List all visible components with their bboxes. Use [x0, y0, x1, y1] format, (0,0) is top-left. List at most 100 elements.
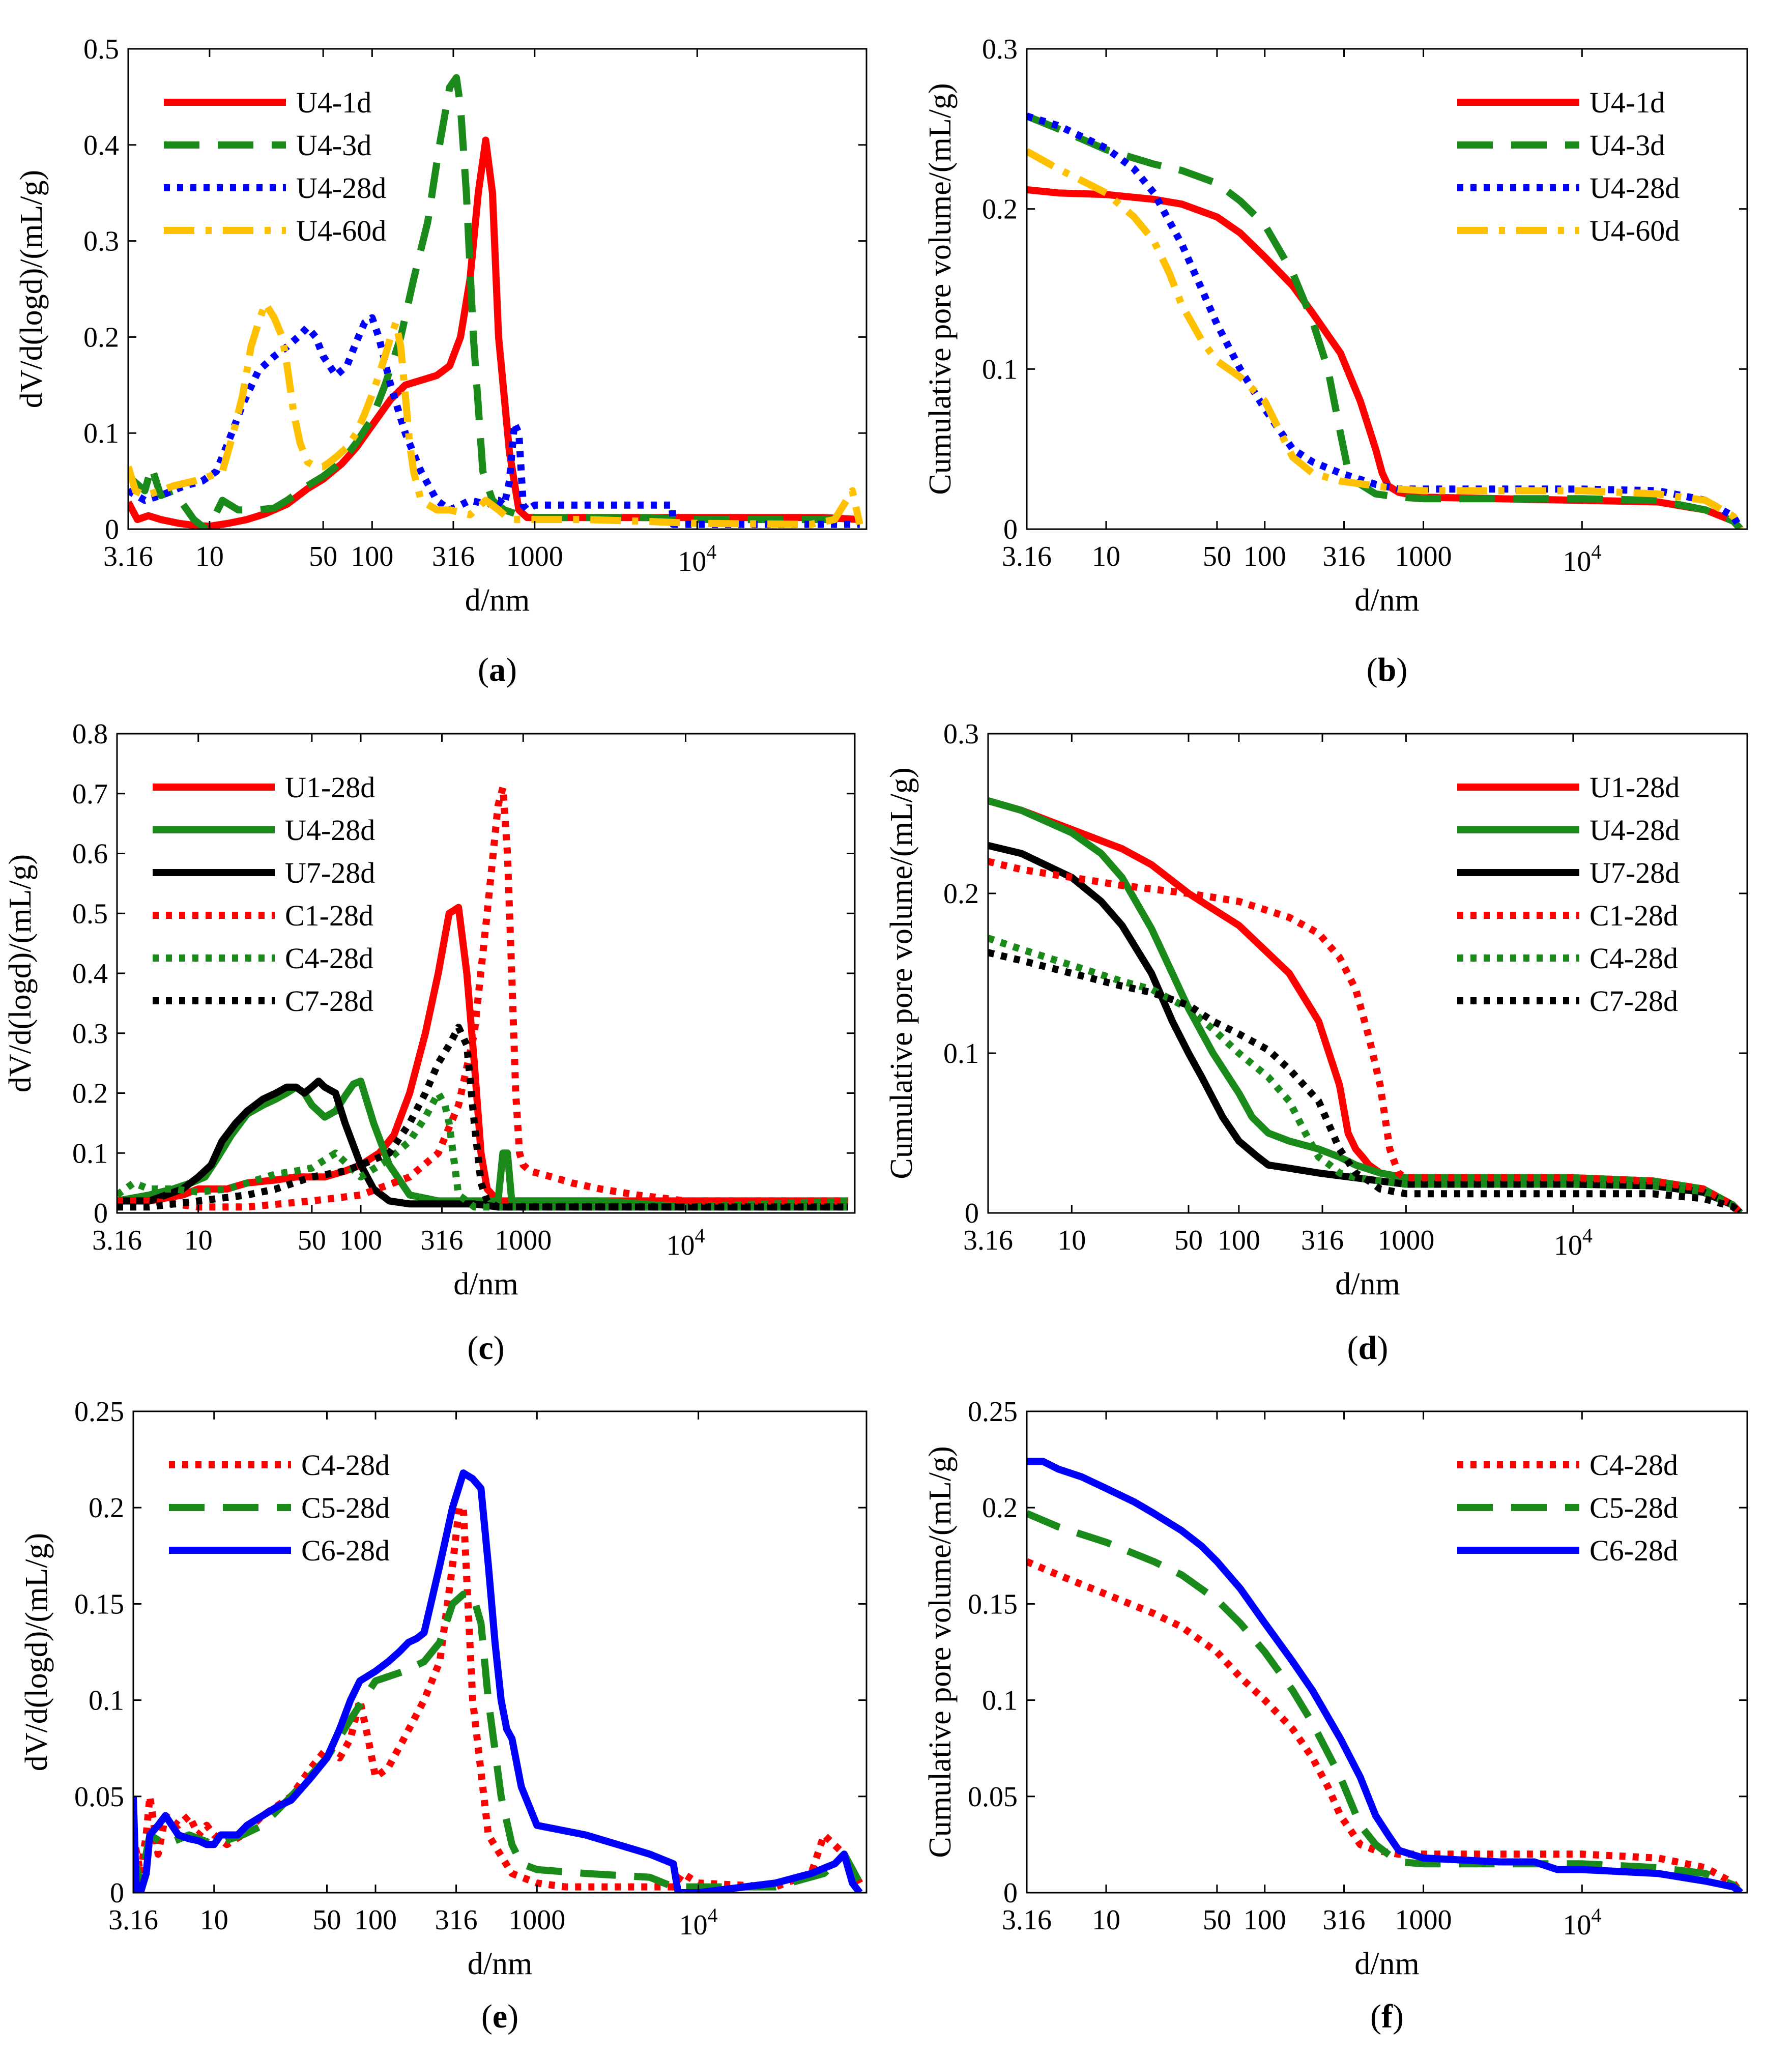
y-tick-label: 0.3	[982, 34, 1018, 65]
y-tick-label: 0	[105, 514, 119, 545]
series-line-U4-3d	[128, 74, 860, 529]
x-tick-label: 104	[679, 1904, 718, 1941]
x-tick-label: 100	[1244, 1904, 1286, 1936]
y-tick-label: 0.3	[83, 226, 119, 257]
x-tick-label: 10	[195, 541, 224, 572]
legend-label: C4-28d	[301, 1449, 390, 1482]
x-tick-label: 1000	[1395, 1904, 1452, 1936]
y-tick-label: 0.1	[72, 1138, 108, 1169]
x-tick-label: 1000	[1377, 1225, 1434, 1256]
x-tick-label: 10	[1092, 1904, 1120, 1936]
axes-box	[127, 48, 868, 530]
legend-label: C4-28d	[285, 942, 373, 975]
x-tick-label: 50	[1203, 541, 1231, 572]
y-tick-label: 0.1	[943, 1038, 979, 1069]
x-tick-label: 316	[1301, 1225, 1344, 1256]
y-tick-label: 0.15	[968, 1588, 1018, 1620]
x-tick-label: 100	[339, 1225, 382, 1256]
panel-caption: (d)	[1347, 1329, 1389, 1367]
y-tick-label: 0.8	[72, 718, 108, 750]
legend-label: C7-28d	[285, 984, 373, 1018]
x-tick-label: 1000	[1395, 541, 1452, 572]
x-tick-label: 3.16	[1002, 541, 1052, 572]
x-tick-label: 316	[435, 1904, 478, 1936]
series-line-C1-28d	[988, 858, 1743, 1213]
y-tick-label: 0.2	[89, 1492, 124, 1524]
y-tick-label: 0.1	[982, 1685, 1018, 1717]
series-line-U4-1d	[128, 136, 860, 529]
legend-label: C4-28d	[1589, 942, 1678, 975]
x-tick-label: 50	[313, 1904, 341, 1936]
panel-caption: (c)	[467, 1329, 504, 1367]
legend-label: U4-60d	[296, 214, 386, 247]
legend: U1-28d U4-28d U7-28d C1-28d C4-28d C7-28d	[1457, 771, 1680, 1018]
series-line-C4-28d	[1027, 1558, 1744, 1893]
y-tick-label: 0.15	[74, 1588, 124, 1620]
x-tick-label: 1000	[508, 1904, 565, 1936]
x-tick-label: 316	[421, 1225, 464, 1256]
legend: U4-1d U4-3d U4-28d U4-60d	[1457, 86, 1680, 247]
y-tick-label: 0.3	[943, 718, 979, 750]
series-line-C1-28d	[117, 784, 848, 1211]
legend-label: C6-28d	[1589, 1534, 1678, 1567]
legend-label: U1-28d	[1589, 771, 1680, 804]
y-tick-label: 0.5	[83, 34, 119, 65]
y-tick-label: 0.4	[72, 958, 108, 990]
y-tick-label: 0	[110, 1877, 124, 1909]
legend-label: C4-28d	[1589, 1449, 1678, 1482]
y-tick-label: 0.7	[72, 778, 108, 810]
axes-box	[987, 733, 1748, 1214]
x-tick-label: 10	[1092, 541, 1120, 572]
y-tick-label: 0.05	[74, 1781, 124, 1813]
y-axis-label: dV/d(logd)/(mL/g)	[3, 854, 38, 1092]
series-line-U4-28d	[117, 1077, 849, 1211]
x-tick-label: 104	[667, 1224, 705, 1261]
panel-caption: (f)	[1370, 1998, 1404, 2035]
panel-caption: (e)	[481, 1998, 518, 2035]
panel-a: 3.16 10 50 100 316 1000 104 0 0.1 0.2 0.3 0.4 0.5 d/n…	[14, 34, 868, 688]
series-line-U4-3d	[1027, 112, 1744, 529]
series-line-U4-28d	[1027, 112, 1744, 529]
x-tick-label: 104	[1554, 1224, 1593, 1261]
y-tick-label: 0.3	[72, 1018, 108, 1050]
x-tick-label: 10	[184, 1225, 213, 1256]
x-tick-label: 3.16	[92, 1225, 142, 1256]
x-tick-label: 50	[309, 541, 337, 572]
x-tick-label: 50	[1174, 1225, 1203, 1256]
legend-label: U4-28d	[1589, 171, 1680, 205]
series-line-C7-28d	[988, 949, 1743, 1213]
axes-box	[132, 1410, 868, 1894]
legend-label: U4-28d	[285, 814, 375, 847]
y-tick-label: 0.5	[72, 898, 108, 930]
y-tick-label: 0.1	[83, 418, 119, 449]
x-tick-label: 3.16	[108, 1904, 158, 1936]
x-axis-label: d/nm	[465, 583, 530, 618]
legend-label: U4-28d	[1589, 814, 1680, 847]
legend-label: U7-28d	[1589, 856, 1680, 889]
y-tick-label: 0.2	[83, 322, 119, 353]
panel-caption: (a)	[478, 651, 517, 688]
x-axis-label: d/nm	[453, 1267, 518, 1301]
series-line-U7-28d	[117, 1077, 848, 1211]
legend-label: C1-28d	[285, 899, 373, 932]
x-tick-label: 316	[432, 541, 475, 572]
panel-b: 3.16 10 50 100 316 1000 104 0 0.1 0.2 0.3 d/nm Cumul…	[923, 34, 1748, 688]
legend-label: U4-3d	[1589, 129, 1665, 162]
panel-c: 3.16 10 50 100 316 1000 104 0 0.1 0.2 0.3 0.4 0.5 0.6…	[3, 718, 856, 1367]
series-line-U1-28d	[117, 904, 848, 1205]
axes-box	[1026, 1410, 1748, 1894]
legend-label: U1-28d	[285, 771, 375, 804]
y-axis-label: dV/d(logd)/(mL/g)	[14, 170, 49, 408]
legend-label: C7-28d	[1589, 984, 1678, 1018]
series-line-C4-28d	[133, 1504, 863, 1891]
x-tick-label: 10	[1057, 1225, 1086, 1256]
y-tick-label: 0.2	[72, 1078, 108, 1110]
panel-d: 3.16 10 50 100 316 1000 104 0 0.1 0.2 0.3 d/nm Cumul…	[884, 718, 1748, 1367]
series-line-C7-28d	[117, 1024, 848, 1211]
y-tick-label: 0	[1003, 514, 1018, 545]
x-axis-label: d/nm	[1354, 583, 1419, 618]
legend-label: U4-3d	[296, 129, 371, 162]
y-tick-label: 0.2	[943, 878, 979, 910]
y-tick-label: 0	[1003, 1877, 1018, 1909]
series-line-U4-60d	[1027, 148, 1744, 529]
